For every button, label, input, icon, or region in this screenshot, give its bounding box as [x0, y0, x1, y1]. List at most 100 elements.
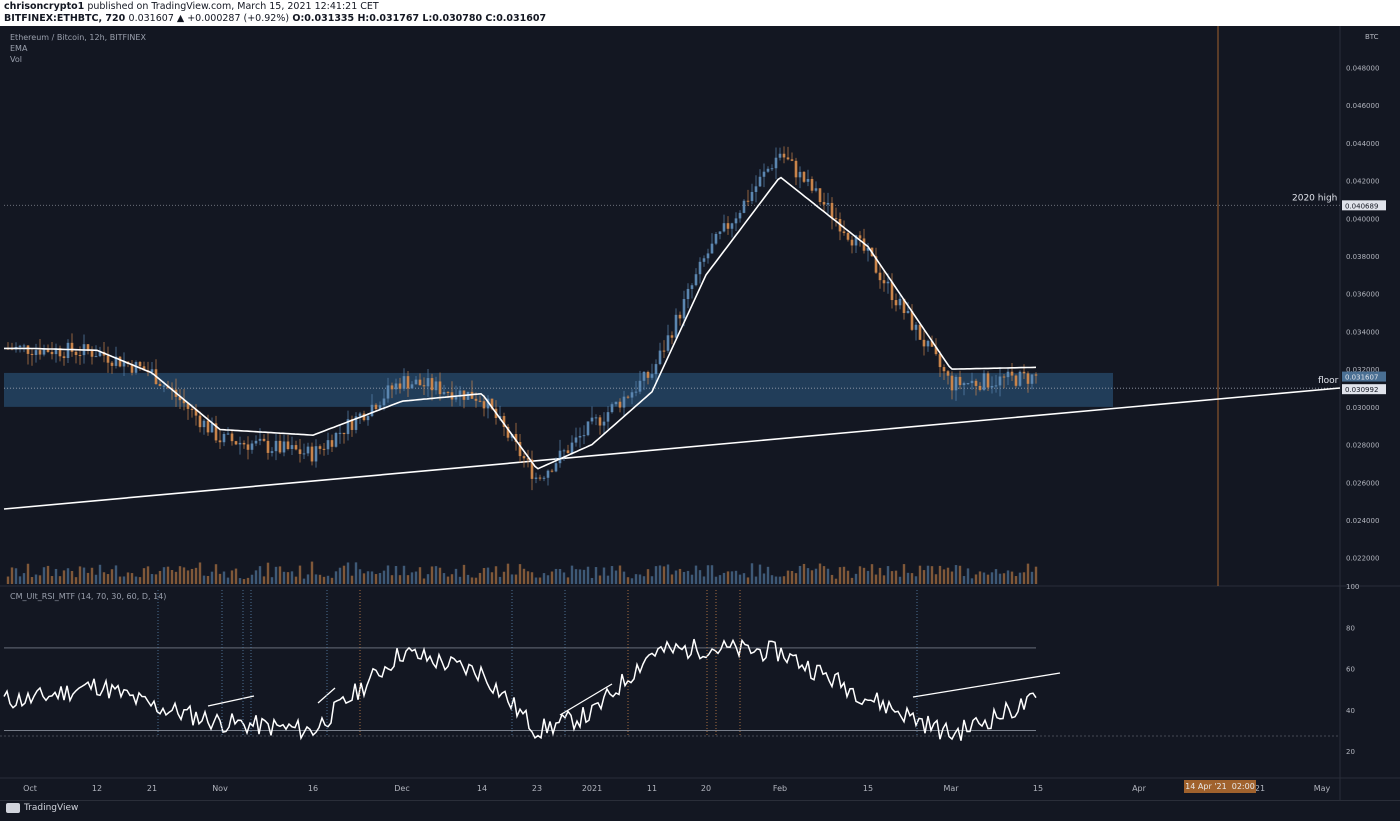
volume-bar [718, 575, 722, 584]
candle-body [26, 345, 30, 354]
volume-bar [262, 576, 266, 584]
candle-body [426, 378, 430, 387]
volume-bar [782, 576, 786, 584]
volume-bar [130, 573, 134, 584]
candle-body [546, 470, 550, 478]
crosshair-date: 14 Apr '21 [1185, 782, 1227, 791]
volume-bar [614, 570, 618, 584]
candle-body [786, 157, 790, 160]
volume-bar [150, 574, 154, 584]
floor-price-box [1342, 384, 1386, 395]
volume-bar [434, 566, 438, 584]
candle-body [178, 396, 182, 401]
volume-bar [442, 573, 446, 584]
volume-bar [486, 567, 490, 584]
volume-bar [222, 571, 226, 584]
candle-body [238, 442, 242, 445]
volume-bar [594, 567, 598, 584]
time-tick-label: Feb [773, 784, 787, 793]
volume-bar [626, 577, 630, 584]
candle-body [346, 419, 350, 435]
candle-body [674, 314, 678, 338]
volume-bar [250, 574, 254, 584]
candle-body [950, 375, 954, 391]
volume-bar [66, 568, 70, 584]
candle-body [862, 238, 866, 251]
resistance-price-label: 0.040689 [1345, 202, 1378, 210]
volume-bar [446, 576, 450, 584]
author-name[interactable]: chrisoncrypto1 [4, 1, 85, 12]
rsi-tick-label: 40 [1346, 707, 1355, 715]
candle-body [242, 442, 246, 445]
volume-bar [450, 574, 454, 584]
ema-line [4, 176, 1037, 470]
price-chart[interactable]: 0.022000 0.024000 0.026000 0.028000 0.030000… [0, 26, 1400, 800]
candle-body [78, 355, 82, 357]
price-tick-label: 0.044000 [1346, 140, 1379, 148]
volume-bar [970, 578, 974, 584]
volume-bar [682, 571, 686, 584]
volume-bar [230, 570, 234, 584]
candle-body [698, 261, 702, 275]
candle-body [958, 376, 962, 386]
candle-body [414, 379, 418, 385]
volume-bar [54, 568, 58, 584]
last-price-label: 0.031607 [1345, 374, 1378, 382]
volume-bar [634, 574, 638, 584]
time-tick-label: May [1314, 784, 1331, 793]
volume-bar [458, 576, 462, 584]
candle-body [906, 310, 910, 314]
volume-bar [914, 576, 918, 584]
candle-body [750, 191, 754, 202]
candle-body [210, 423, 214, 433]
candle-body [334, 432, 338, 447]
candle-body [62, 356, 66, 359]
candle-body [246, 444, 250, 450]
candle-body [914, 324, 918, 330]
volume-bar [910, 573, 914, 584]
price-tick-label: 0.028000 [1346, 442, 1379, 450]
candle-body [1018, 371, 1022, 386]
candle-body [430, 378, 434, 391]
candle-body [650, 374, 654, 378]
volume-bar [802, 563, 806, 584]
volume-bar [646, 569, 650, 584]
candle-body [866, 247, 870, 251]
candle-body [586, 421, 590, 436]
vol-legend: Vol [10, 55, 22, 64]
volume-bar [570, 565, 574, 584]
volume-bar [134, 576, 138, 584]
volume-bar [838, 567, 842, 584]
candle-body [138, 361, 142, 367]
volume-bar [726, 571, 730, 584]
high-annotation: 2020 high [1292, 193, 1337, 203]
volume-bar [298, 565, 302, 584]
volume-bar [806, 568, 810, 584]
candle-body [826, 202, 830, 205]
candle-body [686, 288, 690, 300]
volume-bar [514, 574, 518, 584]
candle-body [790, 159, 794, 161]
volume-bar [118, 576, 122, 584]
candle-body [458, 390, 462, 397]
volume-bar [926, 565, 930, 584]
volume-bar [662, 566, 666, 584]
volume-bar [670, 574, 674, 584]
volume-bar [990, 572, 994, 584]
candle-body [738, 212, 742, 219]
candle-body [782, 153, 786, 158]
volume-bar [1010, 571, 1014, 584]
candle-body [226, 433, 230, 435]
volume-bar [438, 567, 442, 584]
candle-body [774, 157, 778, 169]
candle-body [182, 400, 186, 404]
price-tick-label: 0.032000 [1346, 366, 1379, 374]
candle-body [694, 274, 698, 286]
candle-body [386, 385, 390, 399]
volume-bar [206, 575, 210, 584]
candle-body [66, 342, 70, 359]
chart-title: Ethereum / Bitcoin, 12h, BITFINEX [10, 33, 146, 42]
rsi-legend: CM_Ult_RSI_MTF (14, 70, 30, 60, D, 14) [10, 592, 167, 601]
rsi-tick-label: 20 [1346, 748, 1355, 756]
rsi-divergence-line [317, 687, 336, 704]
